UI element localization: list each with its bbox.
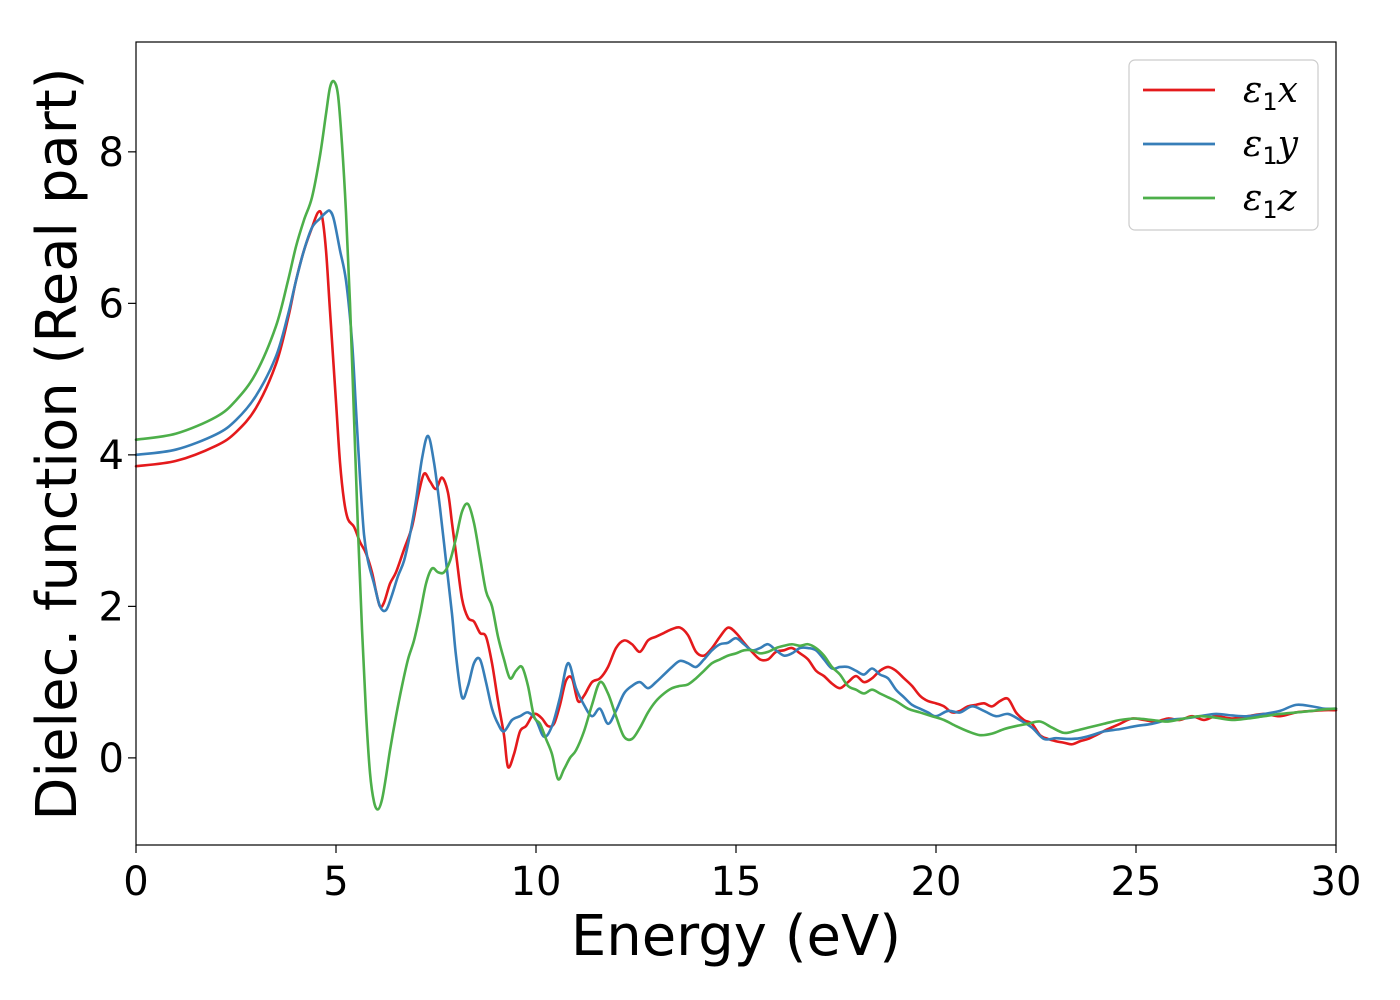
y-axis-title: Dielec. function (Real part) (25, 67, 90, 820)
y-tick-label: 6 (99, 281, 124, 327)
x-tick-label: 30 (1311, 859, 1362, 905)
legend: ε1x ε1y ε1z (1128, 59, 1319, 231)
x-tick-label: 15 (711, 859, 762, 905)
y-axis-ticks: 0 2 4 6 8 (99, 130, 136, 782)
x-tick-label: 5 (323, 859, 348, 905)
series-line-y (134, 209, 1338, 741)
y-tick-label: 0 (99, 736, 124, 782)
x-tick-label: 0 (123, 859, 148, 905)
y-tick-label: 8 (99, 130, 124, 176)
x-tick-label: 10 (511, 859, 562, 905)
series-line-x (134, 209, 1338, 769)
x-axis-ticks: 0 5 10 15 20 25 30 (123, 845, 1361, 905)
y-tick-label: 4 (99, 433, 124, 479)
series-lines (134, 79, 1338, 811)
y-tick-label: 2 (99, 584, 124, 630)
legend-box (1128, 59, 1319, 231)
legend-label-y: ε1y (1243, 124, 1299, 170)
x-tick-label: 20 (911, 859, 962, 905)
legend-label-x: ε1x (1243, 70, 1298, 116)
legend-label-z: ε1z (1243, 178, 1298, 224)
series-line-z (134, 79, 1338, 811)
x-tick-label: 25 (1111, 859, 1162, 905)
x-axis-title: Energy (eV) (571, 904, 901, 969)
